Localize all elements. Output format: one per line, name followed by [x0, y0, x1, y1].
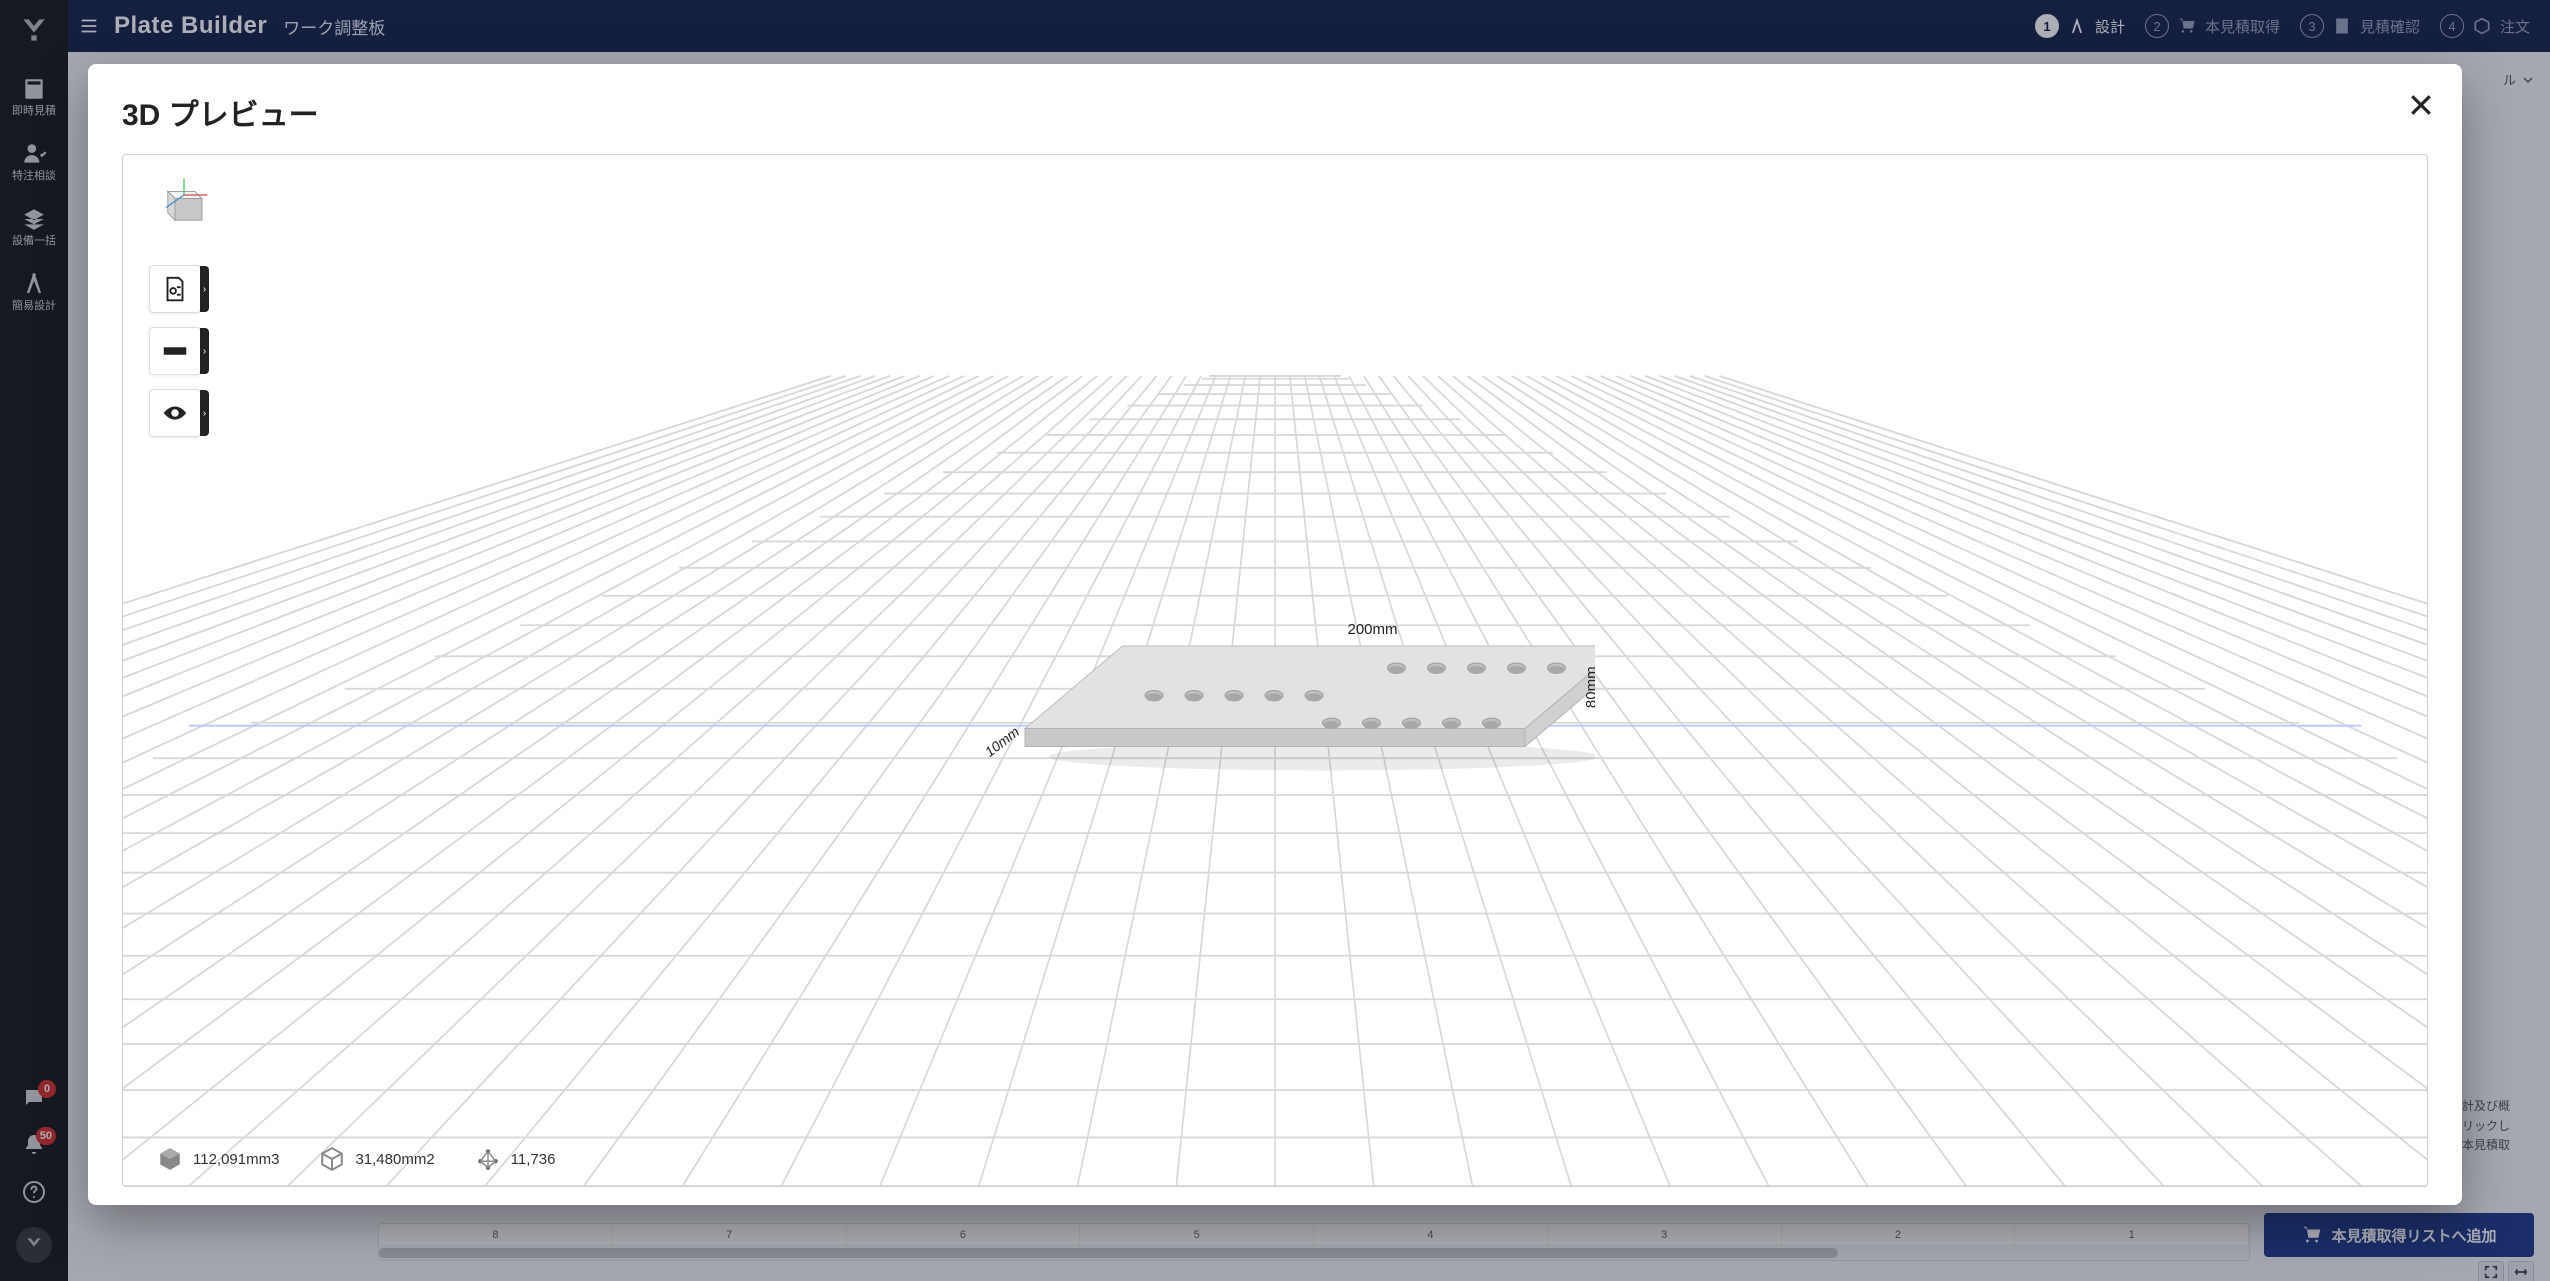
- stat-vertices-value: 11,736: [511, 1151, 556, 1168]
- ruler-icon: [160, 336, 190, 366]
- plate-3d-model[interactable]: 200mm 80mm 10mm: [955, 559, 1595, 824]
- close-button[interactable]: [2406, 90, 2436, 120]
- plate-svg: 200mm 80mm 10mm: [955, 559, 1595, 819]
- close-icon: [2406, 90, 2436, 120]
- modal-title: 3D プレビュー: [122, 90, 2428, 134]
- model-stats: 112,091mm3 31,480mm2 11,736: [157, 1146, 555, 1172]
- chevron-right-icon: ›: [200, 266, 209, 312]
- measure-button[interactable]: ›: [149, 327, 201, 375]
- mesh-icon: [475, 1146, 501, 1172]
- file-cad-icon: [160, 274, 190, 304]
- svg-text:200mm: 200mm: [1347, 621, 1397, 638]
- stat-vertices: 11,736: [475, 1146, 556, 1172]
- cube-outline-icon: [319, 1146, 345, 1172]
- eye-icon: [160, 398, 190, 428]
- stat-surface-value: 31,480mm2: [355, 1151, 434, 1168]
- orientation-widget[interactable]: [157, 177, 211, 231]
- svg-text:10mm: 10mm: [982, 723, 1023, 760]
- viewport-tool-column: › › ›: [149, 265, 201, 437]
- stat-volume: 112,091mm3: [157, 1146, 279, 1172]
- stat-volume-value: 112,091mm3: [193, 1151, 279, 1168]
- export-drawing-button[interactable]: ›: [149, 265, 201, 313]
- chevron-right-icon: ›: [200, 390, 209, 436]
- stat-surface: 31,480mm2: [319, 1146, 434, 1172]
- orientation-cube-icon: [157, 177, 211, 231]
- preview-modal: 3D プレビュー › ›: [88, 64, 2462, 1205]
- chevron-right-icon: ›: [200, 328, 209, 374]
- 3d-viewport[interactable]: › › › 200mm80mm10mm 112,091mm3 31,480m: [122, 154, 2428, 1187]
- svg-text:80mm: 80mm: [1583, 667, 1595, 709]
- cube-solid-icon: [157, 1146, 183, 1172]
- visibility-button[interactable]: ›: [149, 389, 201, 437]
